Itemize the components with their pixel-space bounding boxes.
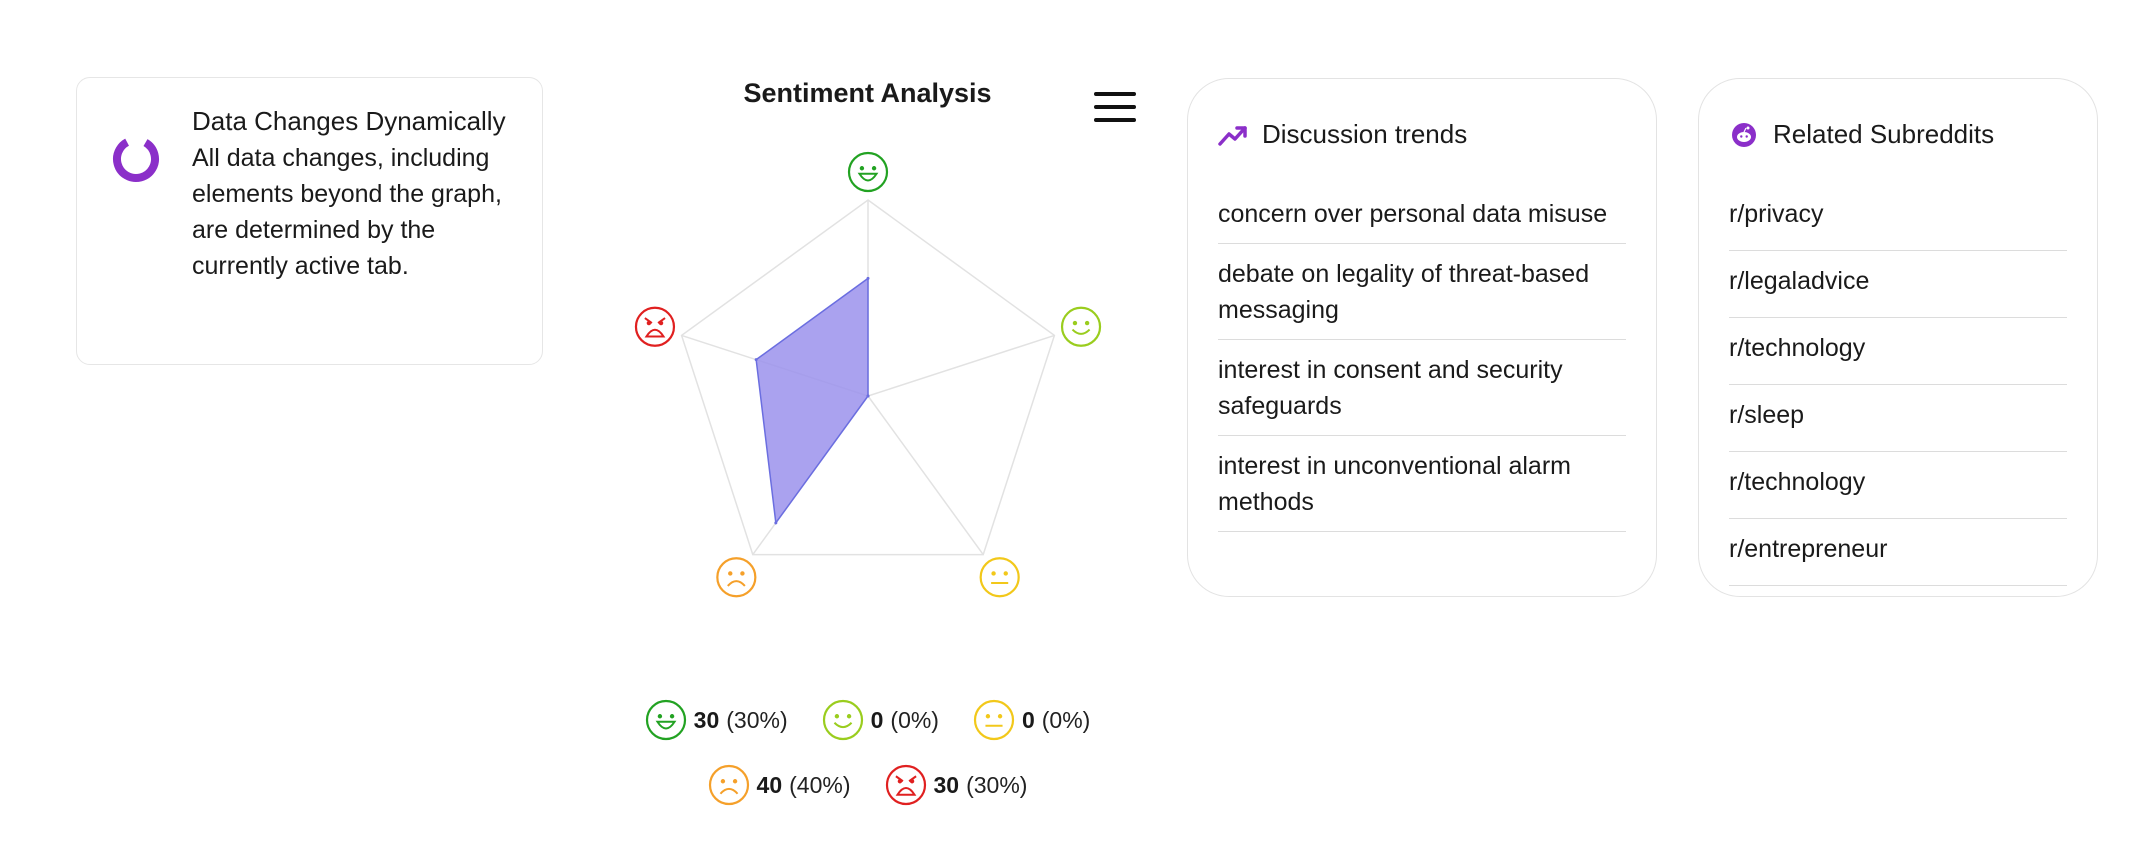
legend-percent: (0%) bbox=[890, 706, 939, 733]
subreddit-link[interactable]: r/sleep bbox=[1729, 385, 2067, 452]
neutral-face-icon bbox=[979, 557, 1020, 598]
sentiment-point-neutral bbox=[866, 394, 870, 398]
trends-list: concern over personal data misuse debate… bbox=[1218, 184, 1626, 532]
chart-title: Sentiment Analysis bbox=[743, 78, 992, 108]
subreddit-link[interactable]: r/privacy bbox=[1729, 184, 2067, 251]
trending-up-icon bbox=[1218, 125, 1247, 146]
sentiment-point-negative bbox=[774, 521, 778, 525]
legend-item-negative: 40 (40%) bbox=[708, 763, 851, 807]
smile-face-icon bbox=[822, 699, 863, 741]
smile-face-icon bbox=[1060, 306, 1102, 347]
related-subreddits-panel: Related Subreddits r/privacy r/legaladvi… bbox=[1698, 78, 2098, 597]
subreddit-link[interactable]: r/technology bbox=[1729, 452, 2067, 519]
frown-face-icon bbox=[708, 764, 749, 806]
legend-item-very_negative: 30 (30%) bbox=[885, 763, 1028, 807]
grin-face-icon bbox=[645, 699, 686, 741]
legend-item-very_positive: 30 (30%) bbox=[645, 698, 788, 742]
grin-face-icon bbox=[847, 151, 889, 193]
sentiment-point-very_positive bbox=[866, 276, 870, 280]
sentiment-point-very_negative bbox=[754, 358, 758, 362]
related-subreddits-title: Related Subreddits bbox=[1773, 119, 1995, 149]
angry-face-icon bbox=[634, 306, 676, 347]
legend-percent: (30%) bbox=[726, 706, 788, 733]
trend-item: debate on legality of threat-based messa… bbox=[1218, 244, 1626, 340]
neutral-face-icon bbox=[973, 699, 1015, 741]
legend-percent: (30%) bbox=[966, 771, 1028, 798]
trend-item: interest in unconventional alarm methods bbox=[1218, 436, 1626, 532]
legend-value: 40 bbox=[756, 771, 783, 798]
trend-item: concern over personal data misuse bbox=[1218, 184, 1626, 244]
subreddit-link[interactable]: r/technology bbox=[1729, 318, 2067, 385]
subreddits-list: r/privacy r/legaladvice r/technology r/s… bbox=[1729, 184, 2067, 586]
loading-ring-icon bbox=[113, 136, 159, 182]
subreddit-link[interactable]: r/entrepreneur bbox=[1729, 519, 2067, 586]
legend-item-neutral: 0 (0%) bbox=[973, 698, 1090, 742]
trend-item: interest in consent and security safegua… bbox=[1218, 340, 1626, 436]
reddit-icon bbox=[1732, 122, 1756, 147]
radar-spoke bbox=[867, 395, 984, 556]
sentiment-area bbox=[755, 276, 869, 525]
legend-percent: (0%) bbox=[1041, 706, 1091, 733]
discussion-trends-title: Discussion trends bbox=[1262, 119, 1468, 149]
radar-grid-outline bbox=[680, 199, 1056, 556]
chart-legend: 30 (30%) 0 (0%) 0 (0%) 40 (40%) 30 (30%) bbox=[600, 698, 1135, 828]
radar-spoke bbox=[867, 334, 1055, 397]
legend-value: 0 bbox=[870, 706, 884, 733]
frown-face-icon bbox=[716, 557, 757, 598]
legend-value: 30 bbox=[693, 706, 720, 733]
angry-face-icon bbox=[885, 764, 926, 806]
legend-value: 0 bbox=[1021, 706, 1035, 733]
discussion-trends-panel: Discussion trends concern over personal … bbox=[1187, 78, 1657, 597]
info-title: Data Changes Dynamically bbox=[192, 106, 506, 136]
subreddit-link[interactable]: r/legaladvice bbox=[1729, 251, 2067, 318]
hamburger-menu-icon[interactable] bbox=[1094, 92, 1136, 126]
info-card: Data Changes Dynamically All data change… bbox=[76, 77, 543, 365]
legend-percent: (40%) bbox=[789, 771, 851, 798]
info-description: All data changes, including elements bey… bbox=[192, 144, 502, 280]
legend-value: 30 bbox=[933, 771, 960, 798]
legend-item-positive: 0 (0%) bbox=[822, 698, 939, 742]
